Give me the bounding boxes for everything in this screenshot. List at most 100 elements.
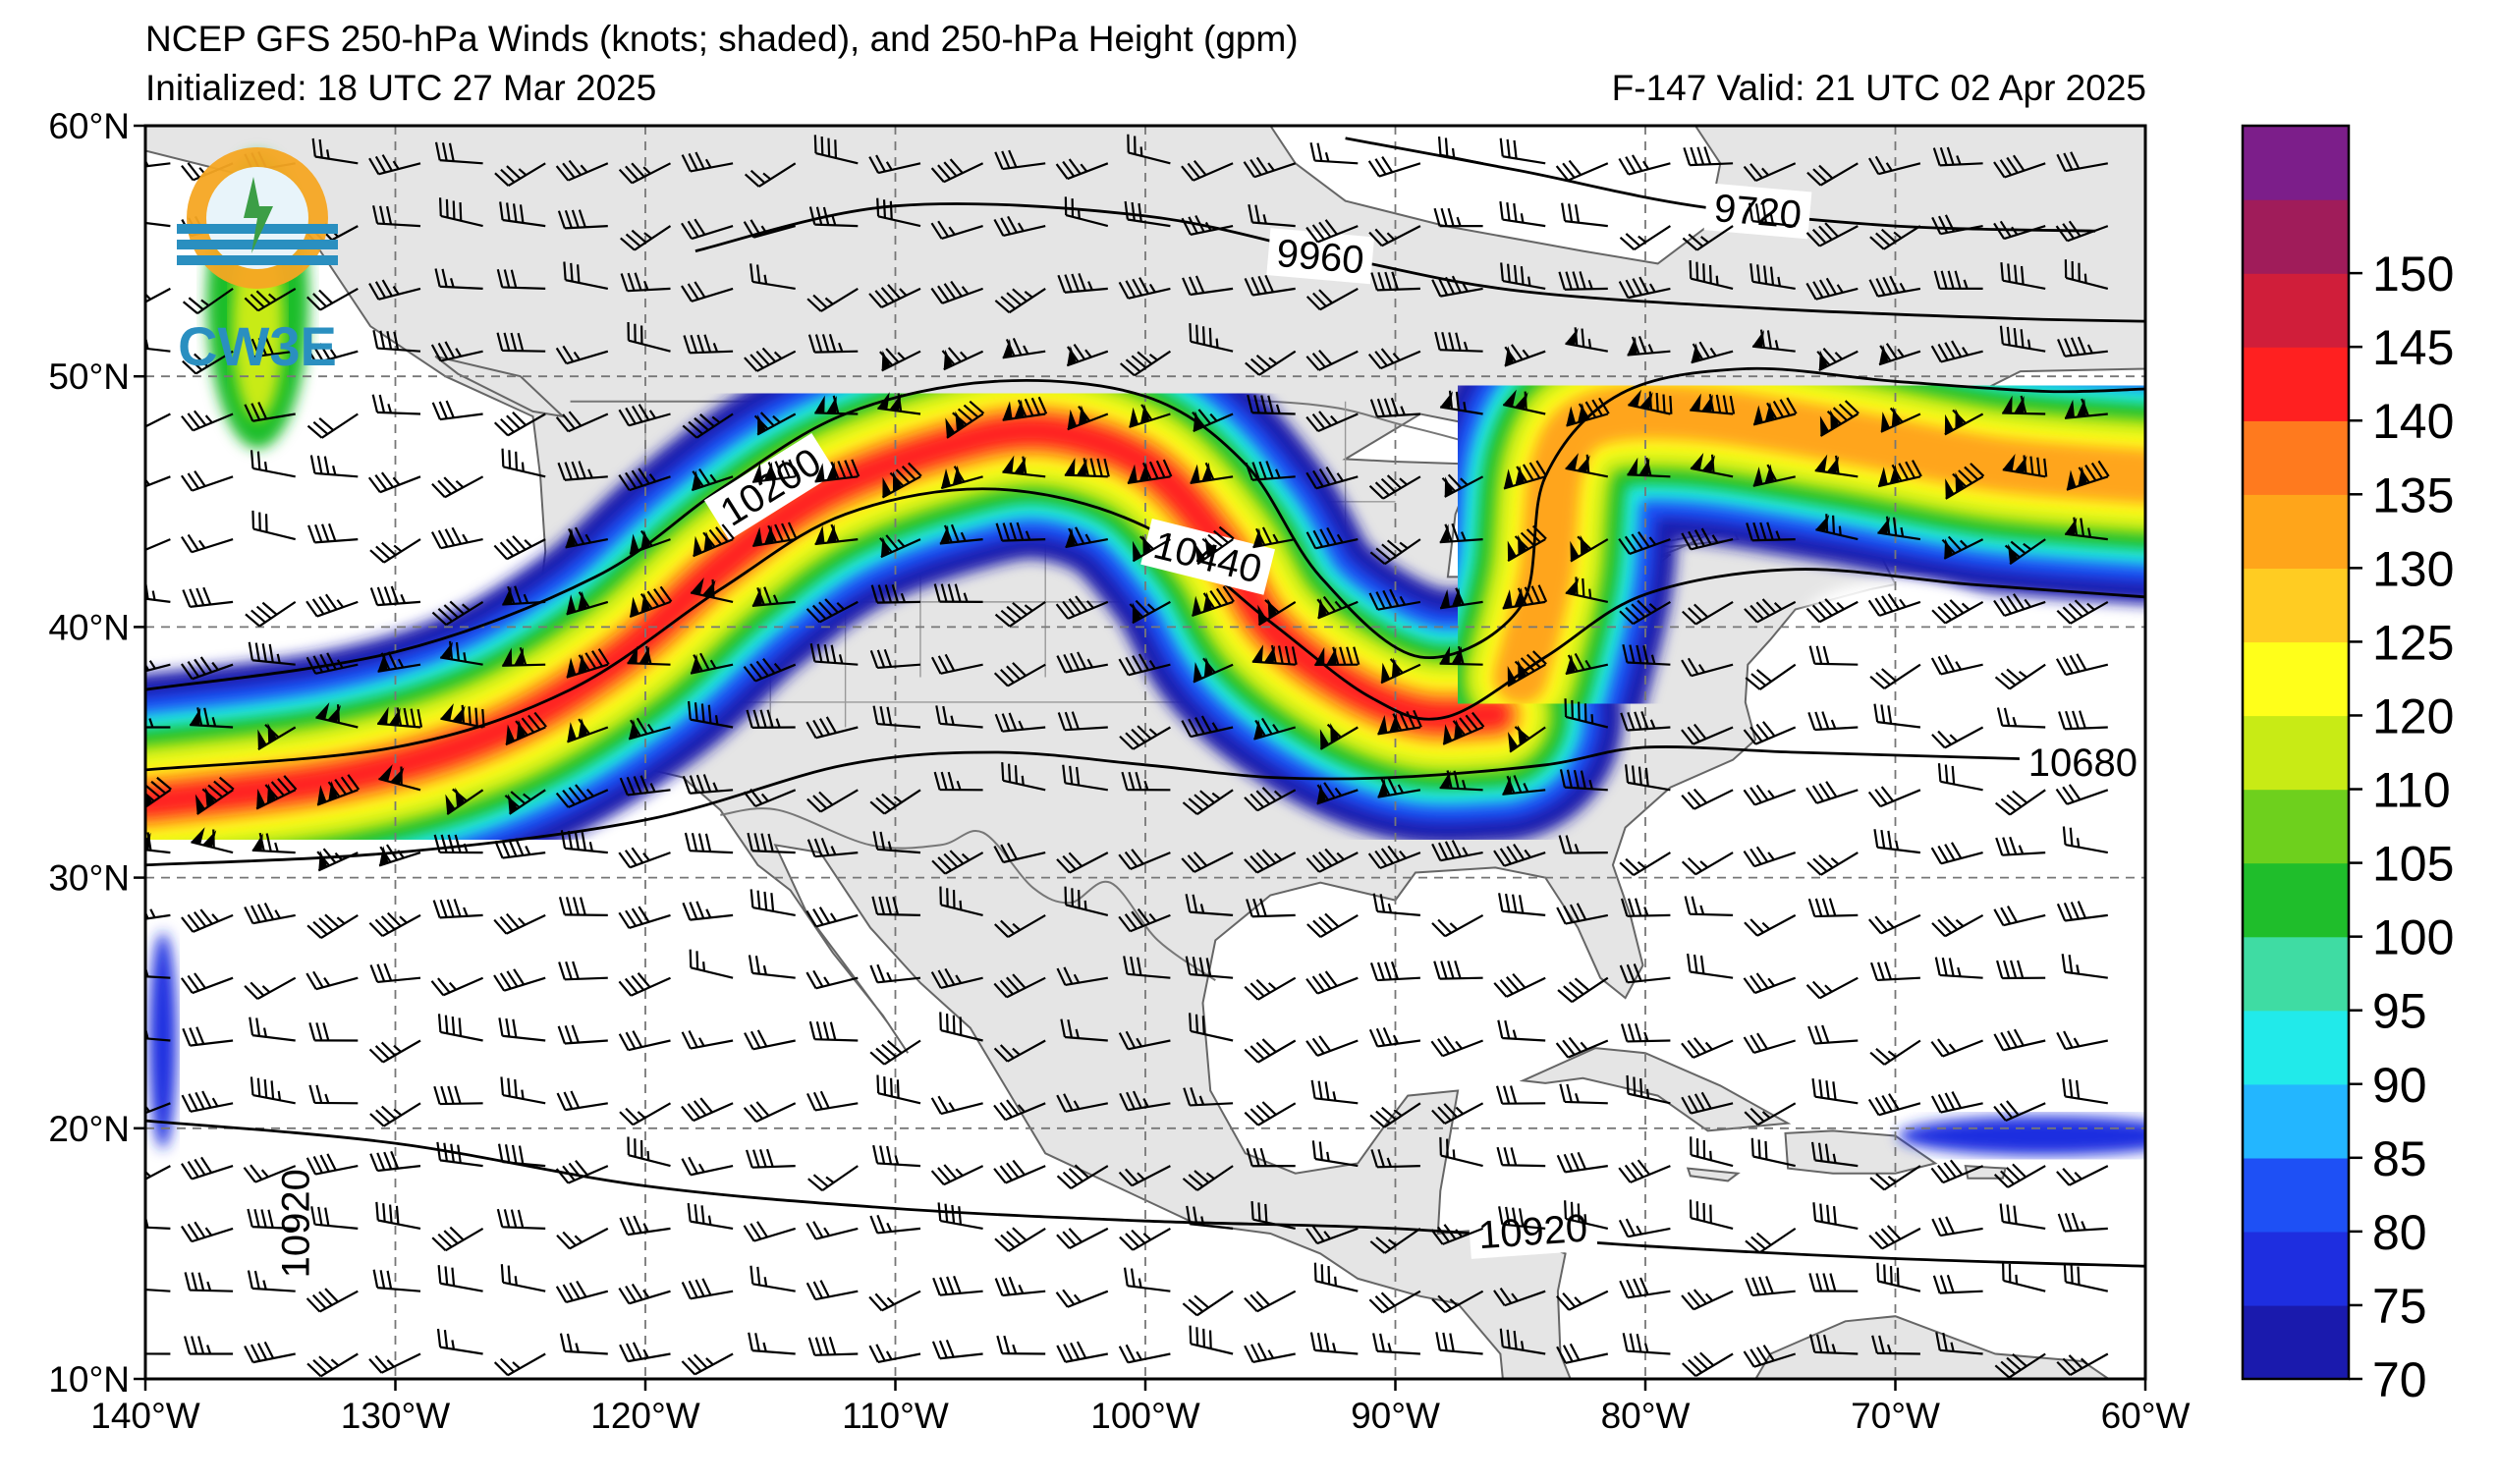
barb-flag: [1189, 323, 1193, 342]
barb-flag: [145, 1096, 150, 1113]
barb-staff: [569, 1227, 609, 1250]
colorbar: 7075808590951001051101201251301351401451…: [2241, 124, 2454, 1407]
barb-flag: [1124, 200, 1129, 220]
barb-flag: [256, 1343, 268, 1360]
wind-barb: [368, 911, 421, 938]
barb-pennant: [1002, 455, 1015, 473]
barb-staff: [1196, 538, 1234, 566]
barb-staff: [145, 913, 171, 923]
valid-time: F-147 Valid: 21 UTC 02 Apr 2025: [1611, 68, 2146, 108]
barb-flag: [572, 897, 580, 915]
barb-staff: [1880, 913, 1921, 935]
barb-half-flag: [1452, 1149, 1456, 1159]
barb-flag: [2010, 540, 2026, 555]
barb-half-flag: [712, 343, 719, 353]
barb-flag: [506, 970, 519, 988]
barb-flag: [762, 658, 776, 675]
barb-flag: [749, 889, 754, 908]
barb-flag: [2071, 260, 2075, 280]
wind-barb: [994, 1227, 1046, 1252]
colorbar-tick-label: 80: [2372, 1205, 2427, 1260]
barb-flag: [1632, 278, 1643, 296]
wind-barb: [439, 197, 483, 228]
barb-half-flag: [336, 916, 346, 925]
barb-pennant: [640, 592, 650, 613]
barb-flag: [395, 1205, 400, 1225]
barb-flag: [869, 800, 886, 815]
barb-flag: [2058, 711, 2066, 730]
barb-staff: [2067, 225, 2109, 243]
wind-barb: [501, 448, 546, 478]
lat-tick-label: 50°N: [48, 357, 130, 397]
barb-flag: [248, 641, 254, 661]
wind-barb: [368, 279, 421, 301]
barb-staff: [2065, 276, 2109, 290]
barb-pennant: [1064, 458, 1076, 475]
barb-half-flag: [1643, 907, 1649, 916]
barb-flag: [1192, 957, 1198, 975]
barb-staff: [1502, 1036, 1546, 1042]
barb-flag: [1580, 770, 1586, 790]
barb-flag: [1566, 769, 1573, 789]
barb-staff: [190, 600, 234, 608]
wind-barb: [182, 1026, 234, 1047]
barb-flag: [1636, 1333, 1642, 1352]
wind-barb: [1498, 1206, 1546, 1230]
barb-flag: [1762, 1345, 1775, 1361]
barb-flag: [1318, 350, 1333, 365]
barb-flag: [1370, 1149, 1378, 1168]
barb-flag: [1155, 460, 1166, 478]
barb-flag: [1944, 844, 1956, 861]
wind-barb: [618, 972, 671, 997]
wind-barb: [1684, 896, 1734, 916]
wind-barb: [1743, 972, 1797, 995]
barb-flag: [514, 585, 523, 604]
barb-half-flag: [392, 160, 400, 170]
barb-staff: [252, 527, 296, 541]
barb-staff: [196, 287, 234, 315]
barb-half-flag: [1704, 1041, 1713, 1051]
barb-flag: [443, 604, 459, 619]
barb-flag: [1193, 852, 1208, 867]
barb-flag: [318, 417, 335, 431]
barb-staff: [1814, 1039, 1859, 1045]
barb-flag: [2063, 1030, 2074, 1049]
barb-flag: [624, 850, 638, 866]
barb-flag: [1873, 829, 1879, 848]
barb-flag: [508, 450, 512, 468]
barb-flag: [184, 1272, 192, 1291]
barb-half-flag: [148, 718, 154, 728]
barb-flag: [1578, 403, 1590, 420]
barb-half-flag: [885, 161, 893, 171]
barb-flag: [749, 1223, 762, 1240]
barb-staff: [564, 976, 608, 981]
barb-half-flag: [1148, 728, 1158, 737]
barb-flag: [440, 1085, 448, 1105]
barb-staff: [564, 1039, 608, 1045]
barb-flag: [1708, 394, 1715, 412]
barb-pennant: [764, 524, 774, 545]
wind-barb: [2063, 1263, 2109, 1292]
barb-flag: [1693, 529, 1705, 547]
barb-half-flag: [1897, 348, 1905, 357]
barb-flag: [1182, 1178, 1198, 1191]
barb-flag: [1264, 274, 1274, 293]
barb-flag: [508, 839, 518, 857]
barb-flag: [1930, 1095, 1942, 1114]
barb-half-flag: [462, 603, 471, 612]
barb-half-flag: [1886, 1344, 1892, 1354]
barb-staff: [1132, 1227, 1171, 1251]
wind-barb: [1066, 343, 1109, 367]
barb-flag: [1193, 1294, 1209, 1309]
barb-flag: [994, 713, 1004, 733]
wind-barb: [1247, 394, 1296, 415]
barb-flag: [441, 142, 448, 161]
barb-flag: [270, 1080, 275, 1100]
barb-pennant: [629, 719, 638, 740]
barb-flag: [1564, 1200, 1568, 1219]
barb-staff: [754, 789, 797, 808]
wind-barb: [690, 577, 734, 603]
wind-barb: [1815, 514, 1859, 541]
barb-flag: [743, 1107, 757, 1123]
wind-barb: [1743, 1345, 1797, 1368]
